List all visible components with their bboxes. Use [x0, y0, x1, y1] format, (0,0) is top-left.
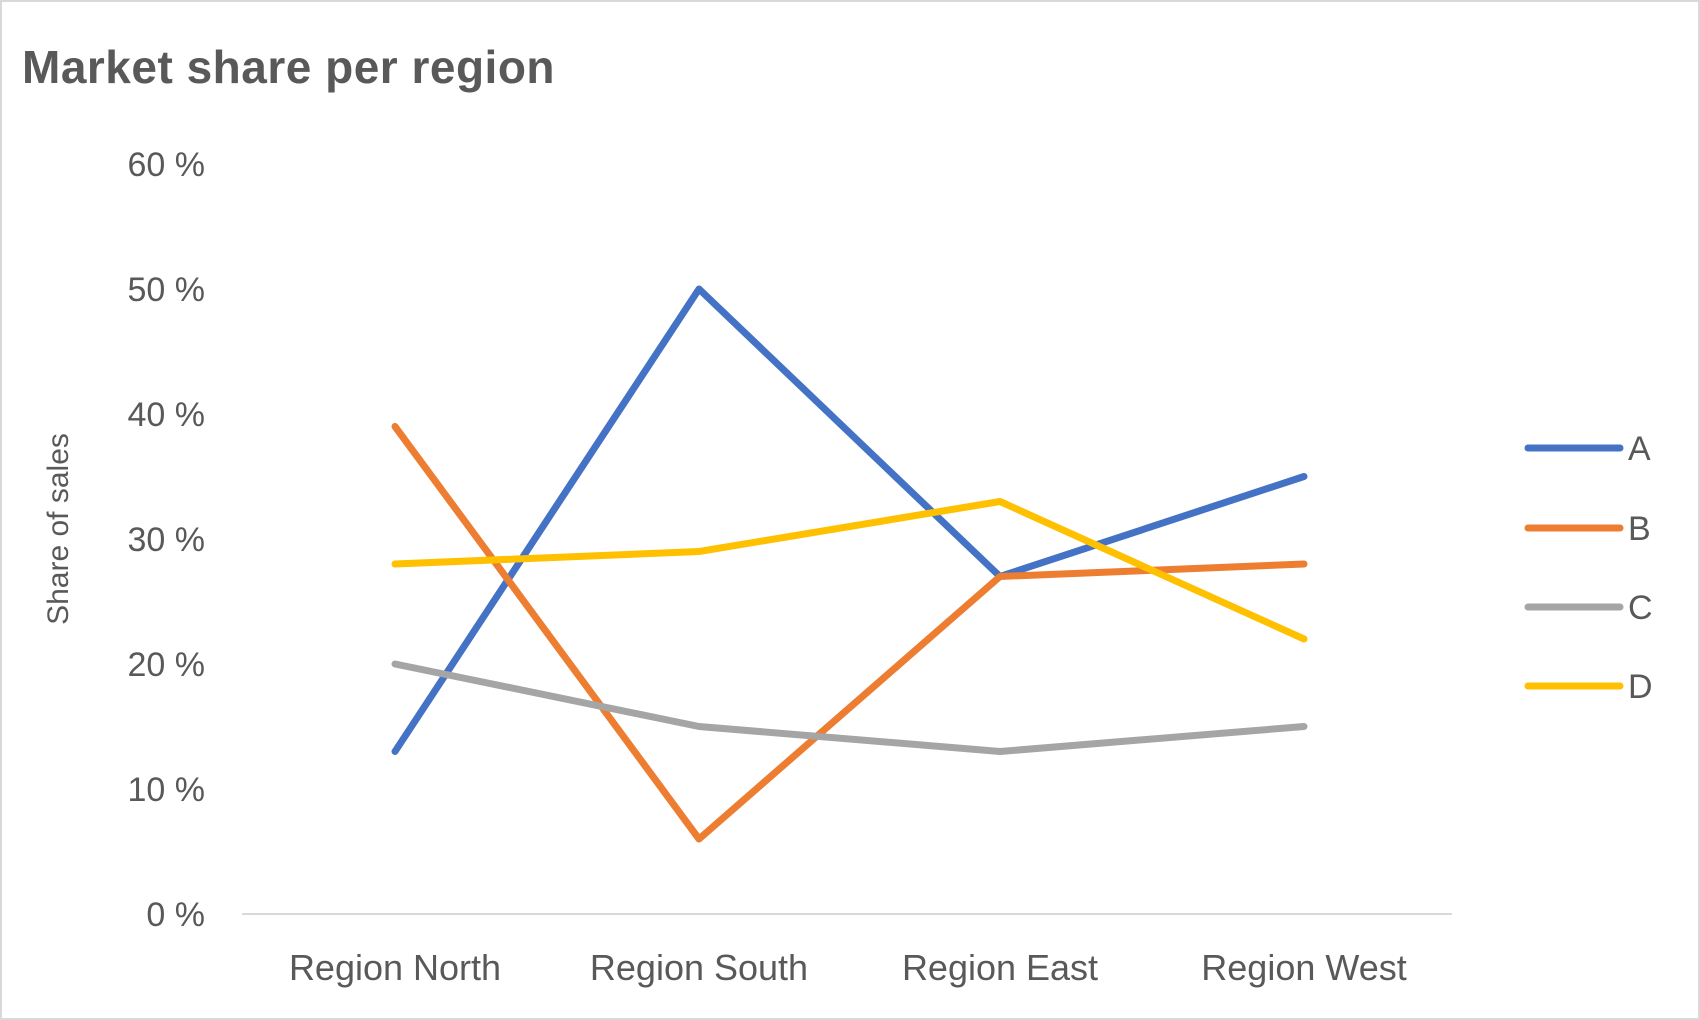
- legend-label-d: D: [1628, 668, 1653, 706]
- legend: A B C D: [1524, 430, 1653, 706]
- x-tick-label: Region East: [902, 947, 1098, 988]
- series-line-b: [391, 423, 1308, 843]
- series-lines: [391, 285, 1308, 843]
- y-tick-label: 60 %: [128, 146, 206, 184]
- x-axis: Region North Region South Region East Regio…: [242, 913, 1452, 988]
- legend-label-b: B: [1628, 510, 1651, 548]
- series-line-d: [391, 498, 1308, 643]
- y-tick-label: 0 %: [146, 896, 205, 934]
- y-tick-label: 10 %: [128, 771, 206, 809]
- y-tick-label: 40 %: [128, 396, 206, 434]
- y-axis: 0 % 10 % 20 % 30 % 40 % 50 % 60 % Share of sale…: [42, 146, 205, 934]
- x-tick-label: Region South: [590, 947, 808, 988]
- legend-label-a: A: [1628, 430, 1651, 468]
- y-axis-title: Share of sales: [42, 433, 75, 625]
- series-line-a: [391, 285, 1308, 755]
- chart-title: Market share per region: [22, 41, 556, 93]
- y-tick-label: 30 %: [128, 521, 206, 559]
- legend-label-c: C: [1628, 589, 1653, 627]
- y-tick-label: 50 %: [128, 271, 206, 309]
- series-line-c: [391, 660, 1308, 755]
- x-tick-label: Region North: [289, 947, 501, 988]
- x-tick-label: Region West: [1201, 947, 1406, 988]
- y-tick-label: 20 %: [128, 646, 206, 684]
